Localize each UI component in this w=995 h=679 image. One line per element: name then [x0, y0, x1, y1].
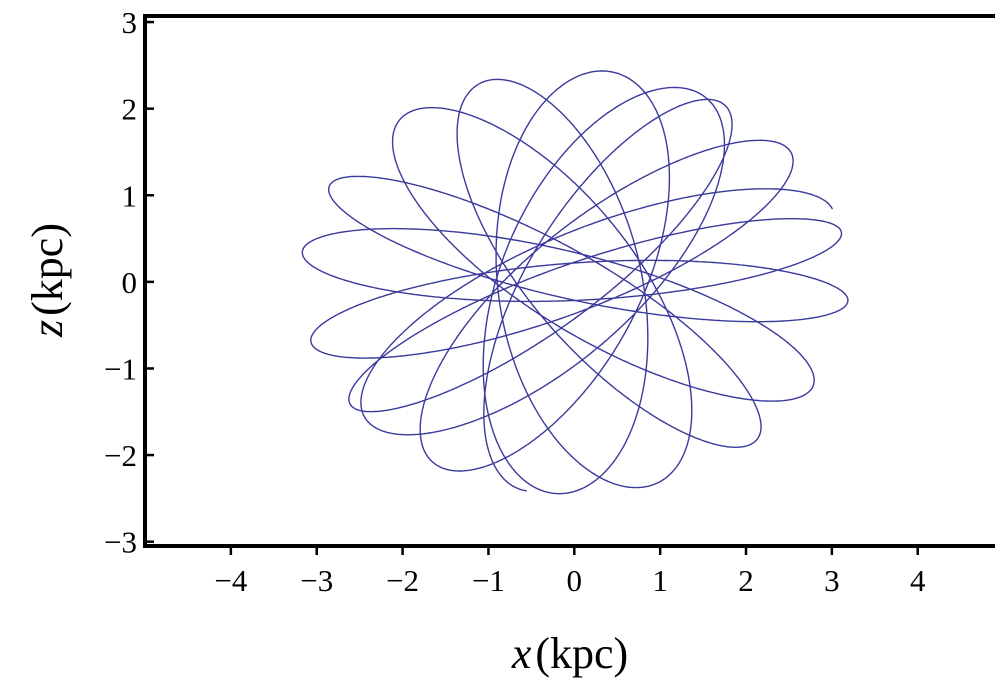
- y-tick-label: −3: [104, 525, 137, 560]
- y-axis-unit: (kpc): [23, 223, 72, 316]
- y-tick-label: 0: [122, 265, 138, 300]
- y-axis-variable: z: [23, 320, 72, 338]
- x-tick-label: 3: [824, 563, 840, 598]
- x-tick-label: −3: [300, 563, 333, 598]
- series-layer: [301, 70, 849, 495]
- y-tick-label: 1: [122, 178, 138, 213]
- x-axis-unit: (kpc): [535, 629, 628, 678]
- y-axis-title: z (kpc): [23, 223, 72, 338]
- y-tick-label: −2: [104, 438, 137, 473]
- y-tick-label: −1: [104, 351, 137, 386]
- y-tick-label: 3: [122, 5, 138, 40]
- x-tick-label: −2: [386, 563, 419, 598]
- orbit-series-line: [301, 70, 849, 495]
- x-tick-label: 1: [652, 563, 668, 598]
- x-tick-label: 2: [738, 563, 754, 598]
- x-tick-label: 4: [910, 563, 926, 598]
- x-axis-title: x(kpc): [511, 629, 628, 678]
- x-tick-label: −1: [472, 563, 505, 598]
- y-tick-label: 2: [122, 92, 138, 127]
- x-tick-label: −4: [214, 563, 247, 598]
- x-axis-variable: x: [511, 629, 532, 678]
- x-tick-label: 0: [567, 563, 583, 598]
- ticks-layer: −4 −3 −2 −1 0 1 2 3 4 −3 −2 −1 0 1 2 3: [104, 5, 926, 598]
- axes-layer: [143, 14, 995, 548]
